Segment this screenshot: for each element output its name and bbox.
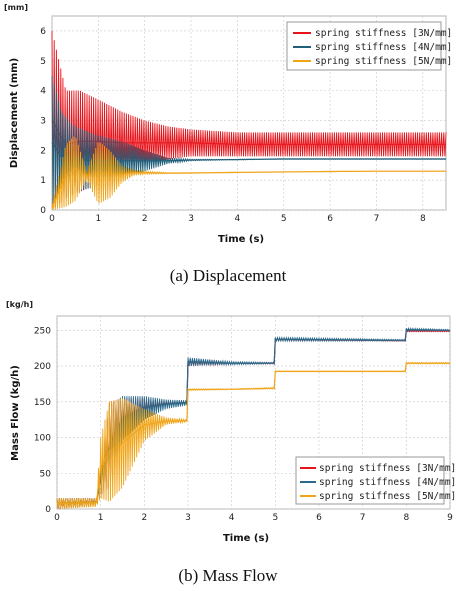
x-tick-label-b-0: 0 [54, 513, 60, 523]
legend-b: spring stiffness [3N/mm] spring stiffnes… [295, 456, 456, 505]
series-mean-a-2 [51, 167, 446, 208]
x-tick-label-b-3: 3 [185, 513, 191, 523]
legend-label-a-2: spring stiffness [5N/mm] [315, 56, 452, 67]
series-line-b-1 [56, 326, 451, 509]
x-tick-label-a-0: 0 [49, 214, 55, 224]
series-b [56, 326, 451, 509]
y-tick-label-a-3: 3 [40, 116, 46, 126]
x-tick-label-b-2: 2 [141, 513, 147, 523]
ticks-a: 0 1 2 3 4 5 6 7 8 0 1 2 3 4 5 6 [40, 27, 426, 224]
legend-label-b-0: spring stiffness [3N/mm] [319, 463, 456, 474]
legend-box-b [295, 456, 445, 505]
unit-label-b: [kg/h] [6, 300, 33, 309]
legend-label-b-2: spring stiffness [5N/mm] [319, 491, 456, 502]
x-tick-label-a-4: 4 [235, 214, 241, 224]
y-tick-label-a-1: 1 [40, 176, 46, 186]
caption-b: (b) Mass Flow [178, 566, 278, 585]
unit-label-a: [mm] [4, 3, 28, 12]
y-tick-label-a-4: 4 [40, 87, 46, 97]
x-tick-label-a-7: 7 [374, 214, 380, 224]
y-tick-label-b-3: 150 [34, 398, 51, 408]
chart-mass-flow: 0 1 2 3 4 5 6 7 8 9 0 50 100 150 200 250 [kg/h] Time (s… [6, 300, 456, 585]
series-mean-b-2 [57, 362, 450, 505]
legend-label-b-1: spring stiffness [4N/mm] [319, 477, 456, 488]
y-tick-label-b-4: 200 [34, 362, 51, 372]
ticks-b: 0 1 2 3 4 5 6 7 8 9 0 50 100 150 200 250 [34, 326, 453, 523]
x-tick-label-a-3: 3 [188, 214, 194, 224]
legend-a: spring stiffness [3N/mm] spring stiffnes… [286, 21, 452, 71]
y-tick-label-b-1: 50 [40, 469, 52, 479]
caption-a: (a) Displacement [170, 266, 287, 285]
y-tick-label-b-5: 250 [34, 326, 51, 336]
legend-label-a-1: spring stiffness [4N/mm] [315, 42, 452, 53]
x-tick-label-a-2: 2 [142, 214, 148, 224]
x-tick-label-b-5: 5 [272, 513, 278, 523]
x-tick-label-b-4: 4 [229, 513, 235, 523]
x-tick-label-b-7: 7 [360, 513, 366, 523]
x-tick-label-b-6: 6 [316, 513, 322, 523]
y-tick-label-b-2: 100 [34, 434, 51, 444]
series-line-a-0 [51, 30, 447, 210]
x-axis-label-a: Time (s) [218, 234, 264, 245]
y-tick-label-a-6: 6 [40, 27, 46, 37]
x-tick-label-a-6: 6 [327, 214, 333, 224]
y-axis-label-a: Displacement (mm) [9, 58, 20, 168]
x-tick-label-b-8: 8 [403, 513, 409, 523]
legend-box-a [286, 21, 442, 71]
x-tick-label-a-5: 5 [281, 214, 287, 224]
x-axis-label-b: Time (s) [223, 533, 269, 544]
y-tick-label-a-5: 5 [40, 57, 46, 67]
legend-label-a-0: spring stiffness [3N/mm] [315, 28, 452, 39]
y-tick-label-a-0: 0 [40, 206, 46, 216]
x-tick-label-b-9: 9 [447, 513, 453, 523]
x-tick-label-a-1: 1 [95, 214, 101, 224]
series-a [51, 30, 447, 210]
y-axis-label-b: Mass Flow (kg/h) [10, 365, 21, 461]
y-tick-label-b-0: 0 [45, 505, 51, 515]
y-tick-label-a-2: 2 [40, 146, 46, 156]
x-tick-label-b-1: 1 [98, 513, 104, 523]
x-tick-label-a-8: 8 [420, 214, 426, 224]
chart-displacement: 0 1 2 3 4 5 6 7 8 0 1 2 3 4 5 6 [mm] Time (s) Displacem… [4, 3, 452, 285]
